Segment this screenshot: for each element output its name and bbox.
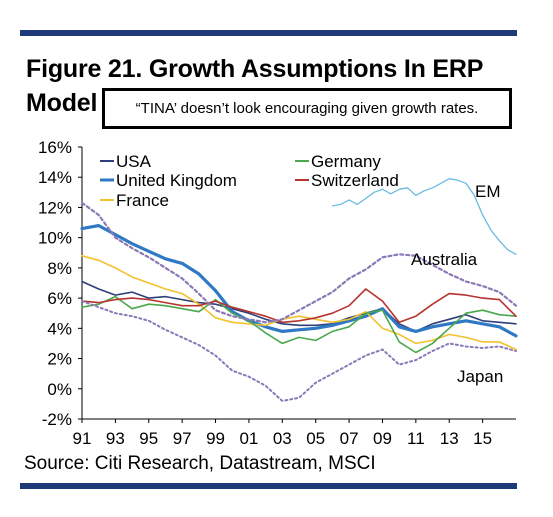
series-line-em — [331, 178, 517, 255]
legend-label: United Kingdom — [116, 171, 237, 190]
x-tick-label: 05 — [306, 429, 325, 448]
figure-title: Figure 21. Growth Assumptions In ERP Mod… — [26, 52, 483, 120]
annotation-australia: Australia — [411, 250, 478, 269]
x-tick-label: 09 — [373, 429, 392, 448]
legend-label: Switzerland — [311, 171, 399, 190]
x-tick-label: 15 — [473, 429, 492, 448]
series-line-usa — [81, 280, 517, 333]
legend-label: France — [116, 191, 169, 210]
x-tick-label: 01 — [239, 429, 258, 448]
series-line-australia — [80, 201, 518, 324]
series-line-france — [81, 255, 517, 351]
y-axis-ticks: 16% 14% 12% 10% 8% 6% 4% 2% 0% -2% — [38, 138, 82, 429]
y-tick-label: 2% — [47, 350, 72, 369]
series-lines — [80, 178, 518, 402]
source-note: Source: Citi Research, Datastream, MSCI — [24, 453, 376, 474]
y-tick-label: 8% — [47, 259, 72, 278]
figure-title-line2: Model — [26, 89, 98, 117]
y-tick-label: 4% — [47, 319, 72, 338]
callout-box: “TINA’ doesn’t look encouraging given gr… — [102, 88, 512, 129]
y-tick-label: 12% — [38, 198, 72, 217]
y-tick-label: 14% — [38, 168, 72, 187]
x-tick-label: 95 — [139, 429, 158, 448]
x-tick-label: 03 — [273, 429, 292, 448]
figure-title-line1: Figure 21. Growth Assumptions In ERP — [26, 55, 484, 83]
y-tick-label: -2% — [42, 410, 72, 429]
y-tick-label: 0% — [47, 380, 72, 399]
y-tick-label: 6% — [47, 289, 72, 308]
x-tick-label: 11 — [407, 429, 425, 448]
series-line-germany — [81, 295, 517, 354]
legend-label: Germany — [311, 152, 381, 171]
x-tick-label: 93 — [106, 429, 125, 448]
y-tick-label: 16% — [38, 138, 72, 157]
x-tick-label: 99 — [206, 429, 225, 448]
x-axis-ticks: 91 93 95 97 99 01 03 05 07 09 11 13 15 — [73, 419, 492, 448]
y-tick-label: 10% — [38, 229, 72, 248]
x-tick-label: 91 — [73, 429, 92, 448]
x-tick-label: 07 — [340, 429, 359, 448]
x-tick-label: 13 — [440, 429, 459, 448]
annotation-em: EM — [475, 182, 501, 201]
series-line-united-kingdom — [80, 224, 518, 338]
series-line-japan — [81, 300, 517, 402]
top-rule — [20, 30, 517, 36]
series-line-switzerland — [81, 288, 517, 324]
annotation-japan: Japan — [457, 367, 503, 386]
x-tick-label: 97 — [173, 429, 192, 448]
bottom-rule — [20, 483, 517, 489]
legend-label: USA — [116, 152, 152, 171]
